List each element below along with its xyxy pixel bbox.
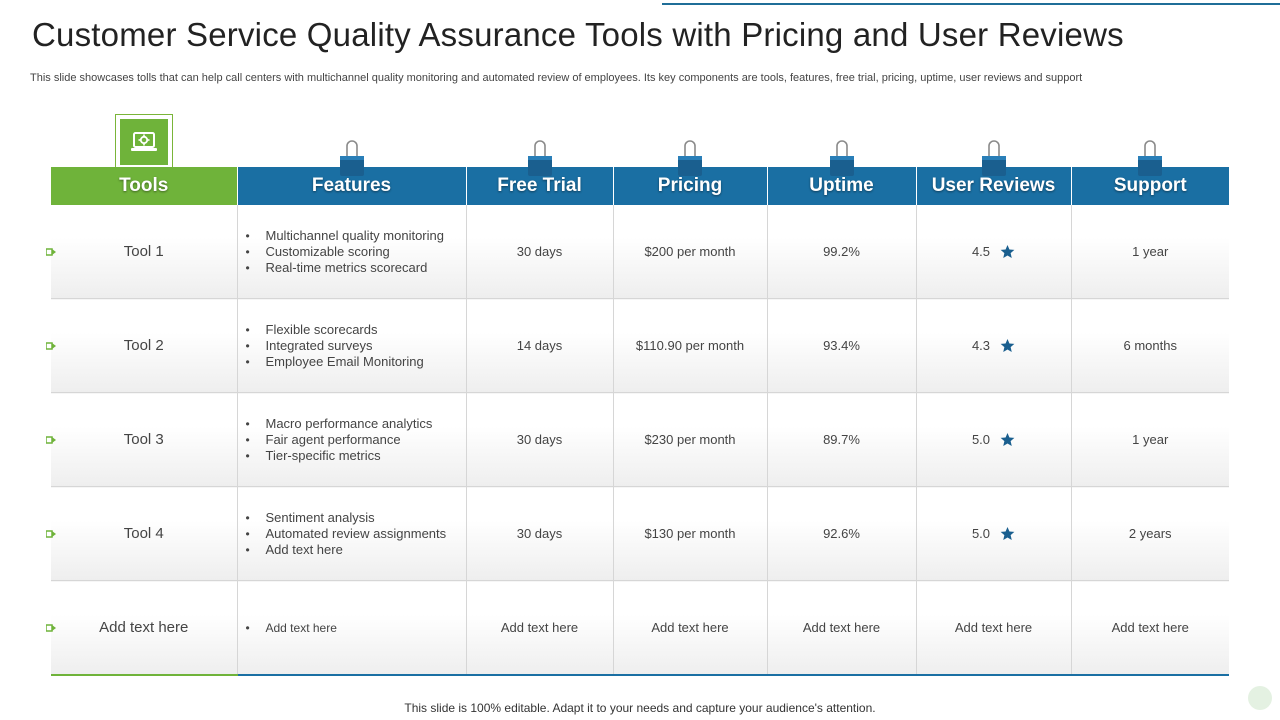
rating-value: 4.3 <box>971 338 991 353</box>
header-user-reviews: User Reviews <box>916 140 1072 205</box>
features-cell: Flexible scorecards Integrated surveys E… <box>237 298 467 393</box>
header-features: Features <box>237 140 467 205</box>
free-trial-cell: 30 days <box>466 486 614 581</box>
feature-item: Tier-specific metrics <box>246 448 466 464</box>
header-tools: Tools <box>51 167 238 205</box>
table-row: Tool 1 Multichannel quality monitoring C… <box>46 205 1229 299</box>
laptop-gear-icon <box>131 132 157 151</box>
feature-item: Add text here <box>246 542 466 558</box>
rating-cell: 5.0 <box>916 392 1072 487</box>
uptime-cell: 93.4% <box>767 298 917 393</box>
page-subtitle: This slide showcases tolls that can help… <box>30 72 1083 84</box>
rating-cell: Add text here <box>916 580 1072 676</box>
rating-value: 5.0 <box>971 432 991 447</box>
rating-cell: 4.3 <box>916 298 1072 393</box>
support-cell: Add text here <box>1071 580 1229 676</box>
rating-value: 5.0 <box>971 526 991 541</box>
feature-item: Integrated surveys <box>246 338 466 354</box>
tools-icon-badge <box>115 114 173 170</box>
feature-item: Multichannel quality monitoring <box>246 228 466 244</box>
free-trial-cell: 14 days <box>466 298 614 393</box>
table-row: Tool 2 Flexible scorecards Integrated su… <box>46 298 1229 393</box>
features-cell: Macro performance analytics Fair agent p… <box>237 392 467 487</box>
free-trial-cell: 30 days <box>466 205 614 299</box>
row-marker-icon <box>46 529 56 538</box>
tool-name-cell: Add text here <box>46 580 238 676</box>
star-icon <box>1000 526 1015 540</box>
support-cell: 2 years <box>1071 486 1229 581</box>
uptime-cell: Add text here <box>767 580 917 676</box>
header-uptime: Uptime <box>767 140 917 205</box>
feature-item: Real-time metrics scorecard <box>246 260 466 276</box>
header-free-trial: Free Trial <box>466 140 614 205</box>
free-trial-cell: Add text here <box>466 580 614 676</box>
binder-clip-icon <box>829 140 854 176</box>
support-cell: 1 year <box>1071 392 1229 487</box>
features-cell: Sentiment analysis Automated review assi… <box>237 486 467 581</box>
feature-item: Add text here <box>246 620 466 636</box>
tool-name-cell: Tool 4 <box>46 486 238 581</box>
tool-name-cell: Tool 1 <box>46 205 238 299</box>
row-marker-icon <box>46 435 56 444</box>
footer-note: This slide is 100% editable. Adapt it to… <box>404 701 876 715</box>
row-marker-icon <box>46 247 56 256</box>
star-icon <box>1000 338 1015 352</box>
feature-item: Employee Email Monitoring <box>246 354 466 370</box>
binder-clip-icon <box>339 140 364 176</box>
header-support: Support <box>1071 140 1229 205</box>
feature-item: Macro performance analytics <box>246 416 466 432</box>
tool-name-cell: Tool 3 <box>46 392 238 487</box>
tools-comparison-table: Tools Features Free Trial Pricing Uptime <box>46 140 1229 677</box>
page-title: Customer Service Quality Assurance Tools… <box>32 16 1124 53</box>
free-trial-cell: 30 days <box>466 392 614 487</box>
pricing-cell: $130 per month <box>613 486 768 581</box>
table-row: Tool 4 Sentiment analysis Automated revi… <box>46 486 1229 581</box>
binder-clip-icon <box>527 140 552 176</box>
feature-item: Sentiment analysis <box>246 510 466 526</box>
binder-clip-icon <box>678 140 702 176</box>
feature-item: Flexible scorecards <box>246 322 466 338</box>
corner-decoration <box>1248 686 1272 710</box>
uptime-cell: 89.7% <box>767 392 917 487</box>
support-cell: 1 year <box>1071 205 1229 299</box>
pricing-cell: Add text here <box>613 580 768 676</box>
star-icon <box>1000 244 1015 258</box>
feature-item: Customizable scoring <box>246 244 466 260</box>
pricing-cell: $110.90 per month <box>613 298 768 393</box>
tool-name-cell: Tool 2 <box>46 298 238 393</box>
binder-clip-icon <box>1138 140 1163 176</box>
feature-item: Automated review assignments <box>246 526 466 542</box>
rating-cell: 4.5 <box>916 205 1072 299</box>
features-cell: Multichannel quality monitoring Customiz… <box>237 205 467 299</box>
header-pricing: Pricing <box>613 140 768 205</box>
uptime-cell: 99.2% <box>767 205 917 299</box>
table-header-row: Tools Features Free Trial Pricing Uptime <box>51 140 1229 205</box>
features-cell: Add text here <box>237 580 467 676</box>
row-marker-icon <box>46 623 56 632</box>
rating-cell: 5.0 <box>916 486 1072 581</box>
pricing-cell: $200 per month <box>613 205 768 299</box>
top-accent-rule <box>662 3 1280 5</box>
row-marker-icon <box>46 341 56 350</box>
pricing-cell: $230 per month <box>613 392 768 487</box>
star-icon <box>1000 432 1015 446</box>
table-row: Add text here Add text here Add text her… <box>46 580 1229 676</box>
uptime-cell: 92.6% <box>767 486 917 581</box>
feature-item: Fair agent performance <box>246 432 466 448</box>
rating-value: 4.5 <box>971 244 991 259</box>
table-row: Tool 3 Macro performance analytics Fair … <box>46 392 1229 487</box>
support-cell: 6 months <box>1071 298 1229 393</box>
binder-clip-icon <box>981 140 1006 176</box>
